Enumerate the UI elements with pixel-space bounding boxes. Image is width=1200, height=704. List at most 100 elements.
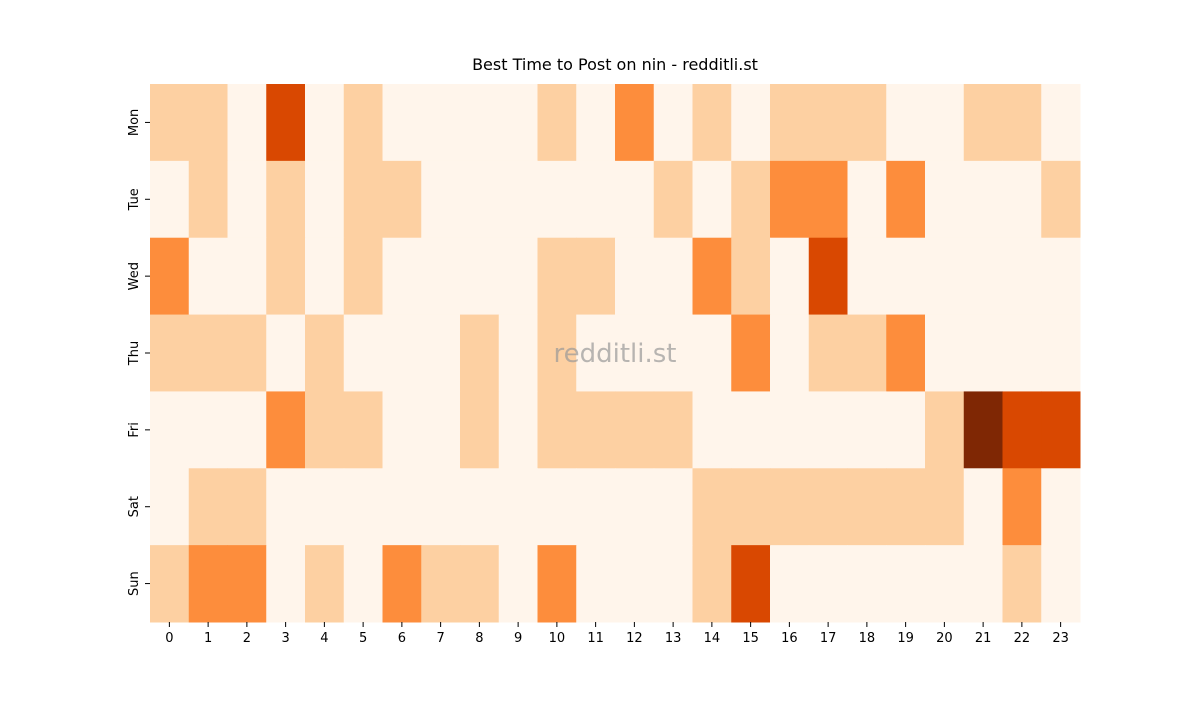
heatmap-cell <box>460 314 500 392</box>
heatmap-cell <box>498 468 538 546</box>
heatmap-cell <box>847 314 887 392</box>
heatmap-cell <box>537 314 577 392</box>
heatmap-cell <box>266 314 306 392</box>
x-tick-label: 3 <box>281 631 289 646</box>
heatmap-cell <box>382 160 422 239</box>
heatmap-cell <box>188 84 228 162</box>
heatmap-cell <box>1041 84 1081 162</box>
heatmap-cell <box>808 314 848 392</box>
heatmap-cell <box>925 468 965 546</box>
heatmap-cell <box>382 468 422 546</box>
heatmap-cell <box>770 545 810 623</box>
heatmap-cell <box>1002 84 1042 162</box>
heatmap-cell <box>266 545 306 623</box>
heatmap-cell <box>537 160 577 239</box>
heatmap-cell <box>1002 160 1042 239</box>
heatmap-cell <box>460 545 500 623</box>
x-tick-label: 2 <box>243 631 251 646</box>
heatmap-cell <box>615 468 655 546</box>
heatmap-cell <box>537 468 577 546</box>
x-tick-label: 23 <box>1052 631 1069 646</box>
heatmap-cell <box>421 314 461 392</box>
heatmap-cell <box>653 314 693 392</box>
heatmap-cell <box>847 545 887 623</box>
heatmap-cell <box>925 314 965 392</box>
heatmap-cell <box>421 391 461 469</box>
heatmap-cell <box>305 314 345 392</box>
heatmap-cell <box>576 160 616 239</box>
heatmap-cell <box>808 84 848 162</box>
heatmap-cell <box>305 160 345 239</box>
heatmap-cell <box>382 314 422 392</box>
x-tick-label: 7 <box>436 631 444 646</box>
y-tick-label: Sun <box>127 571 142 596</box>
heatmap-cell <box>770 314 810 392</box>
heatmap-cell <box>460 391 500 469</box>
heatmap-cell <box>227 391 267 469</box>
heatmap-cell <box>963 237 1003 316</box>
heatmap-cell <box>150 84 190 162</box>
heatmap-cell <box>537 237 577 316</box>
heatmap-cell <box>963 314 1003 392</box>
heatmap-cell <box>227 545 267 623</box>
heatmap-cell <box>188 314 228 392</box>
heatmap-cell <box>460 237 500 316</box>
heatmap-cell <box>808 545 848 623</box>
heatmap-cell <box>576 84 616 162</box>
heatmap-cell <box>847 391 887 469</box>
heatmap-cell <box>188 468 228 546</box>
heatmap-cell <box>421 160 461 239</box>
heatmap-cell <box>498 237 538 316</box>
x-tick-label: 14 <box>704 631 721 646</box>
heatmap-cell <box>886 468 926 546</box>
x-tick-label: 8 <box>475 631 483 646</box>
heatmap-cell <box>731 314 771 392</box>
chart-title: Best Time to Post on nin - redditli.st <box>472 55 758 74</box>
heatmap-cell <box>692 468 732 546</box>
heatmap-cell <box>886 391 926 469</box>
heatmap-cell <box>227 160 267 239</box>
heatmap-cell <box>925 84 965 162</box>
cells <box>150 84 1081 623</box>
x-tick-label: 0 <box>165 631 173 646</box>
heatmap-cell <box>266 391 306 469</box>
x-tick-label: 5 <box>359 631 367 646</box>
heatmap-cell <box>770 237 810 316</box>
heatmap-cell <box>343 545 383 623</box>
heatmap-cell <box>692 237 732 316</box>
heatmap-cell <box>227 84 267 162</box>
heatmap-cell <box>382 237 422 316</box>
heatmap-cell <box>925 545 965 623</box>
heatmap-cell <box>770 160 810 239</box>
heatmap-cell <box>731 468 771 546</box>
heatmap-cell <box>692 84 732 162</box>
heatmap-cell <box>266 84 306 162</box>
x-tick-label: 11 <box>587 631 604 646</box>
heatmap-cell <box>731 545 771 623</box>
heatmap-cell <box>150 237 190 316</box>
x-tick-label: 17 <box>820 631 837 646</box>
x-tick-label: 18 <box>859 631 876 646</box>
heatmap-cell <box>847 237 887 316</box>
heatmap-cell <box>343 391 383 469</box>
heatmap-cell <box>227 314 267 392</box>
heatmap-cell <box>1041 314 1081 392</box>
heatmap-cell <box>421 237 461 316</box>
heatmap-cell <box>266 160 306 239</box>
heatmap-cell <box>770 391 810 469</box>
x-tick-label: 4 <box>320 631 328 646</box>
y-tick-label: Mon <box>127 109 142 136</box>
heatmap-cell <box>1002 314 1042 392</box>
heatmap-cell <box>692 391 732 469</box>
heatmap-cell <box>498 391 538 469</box>
x-tick-label: 15 <box>742 631 759 646</box>
heatmap-cell <box>615 160 655 239</box>
heatmap-cell <box>615 237 655 316</box>
heatmap-cell <box>653 391 693 469</box>
heatmap-cell <box>770 84 810 162</box>
heatmap-cell <box>150 391 190 469</box>
x-tick-label: 21 <box>975 631 992 646</box>
heatmap-cell <box>653 545 693 623</box>
heatmap-cell <box>537 84 577 162</box>
